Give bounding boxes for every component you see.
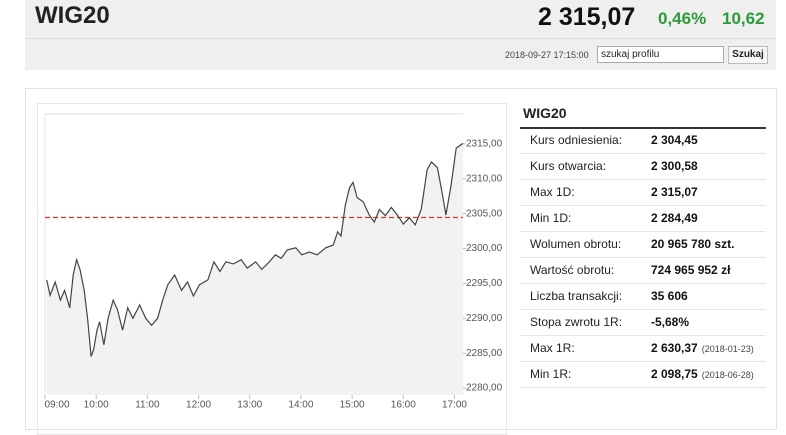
x-tick-label: 17:00: [442, 400, 467, 411]
header-separator: [25, 38, 776, 39]
change-pct: 0,46%: [658, 9, 707, 28]
y-tick-label: 2295,00: [466, 278, 503, 289]
y-tick-label: 2300,00: [466, 243, 503, 254]
stat-label: Min 1R:: [530, 367, 572, 381]
row-separator: [520, 257, 766, 258]
x-tick-label: 10:00: [84, 400, 109, 411]
index-title: WIG20: [35, 2, 110, 29]
stat-label: Wartość obrotu:: [530, 263, 615, 277]
search-input[interactable]: szukaj profilu: [597, 46, 724, 63]
y-tick-label: 2315,00: [466, 139, 503, 150]
x-tick-label: 12:00: [186, 400, 211, 411]
row-separator: [520, 387, 766, 388]
stat-label: Max 1R:: [530, 341, 575, 355]
row-separator: [520, 153, 766, 154]
stats-title: WIG20: [523, 105, 567, 121]
stat-label: Wolumen obrotu:: [530, 237, 622, 251]
x-tick-label: 14:00: [288, 400, 313, 411]
stats-title-underline: [520, 127, 766, 129]
y-tick-label: 2280,00: [466, 383, 503, 394]
row-separator: [520, 231, 766, 232]
stat-label: Stopa zwrotu 1R:: [530, 315, 623, 329]
stat-date: (2018-01-23): [701, 344, 754, 354]
x-tick-label: 16:00: [391, 400, 416, 411]
stat-label: Kurs odniesienia:: [530, 133, 623, 147]
timestamp: 2018-09-27 17:15:00: [505, 50, 589, 60]
stat-value: 2 315,07: [651, 185, 698, 199]
chart: 2280,00 2285,00 2290,00 2295,00 2300,00 2305,…: [44, 113, 503, 411]
row-separator: [520, 179, 766, 180]
page: WIG20 2 315,07 0,46% 10,62 2018-09-27 17…: [25, 0, 777, 435]
y-tick-label: 2310,00: [466, 173, 503, 184]
change: 10,62: [722, 9, 765, 28]
stat-value: 2 304,45: [651, 133, 698, 147]
x-tick-label: 13:00: [237, 400, 262, 411]
search-button[interactable]: Szukaj: [728, 46, 768, 64]
stat-value: -5,68%: [651, 315, 690, 329]
x-tick-label: 15:00: [340, 400, 365, 411]
y-tick-label: 2285,00: [466, 348, 503, 359]
row-separator: [520, 283, 766, 284]
x-tick-label: 09:00: [44, 400, 69, 411]
stat-label: Max 1D:: [530, 185, 575, 199]
row-separator: [520, 335, 766, 336]
price: 2 315,07: [538, 3, 636, 31]
stat-label: Kurs otwarcia:: [530, 159, 607, 173]
stat-value: 2 630,37 (2018-01-23): [651, 341, 754, 355]
y-tick-label: 2290,00: [466, 313, 503, 324]
stat-value: 35 606: [651, 289, 688, 303]
stat-value: 724 965 952 zł: [651, 263, 731, 277]
stat-label: Liczba transakcji:: [530, 289, 623, 303]
y-tick-label: 2305,00: [466, 208, 503, 219]
stat-date: (2018-06-28): [701, 370, 754, 380]
row-separator: [520, 205, 766, 206]
row-separator: [520, 309, 766, 310]
stat-label: Min 1D:: [530, 211, 572, 225]
area: [46, 143, 463, 395]
stat-value: 2 284,49: [651, 211, 698, 225]
stat-value: 2 300,58: [651, 159, 698, 173]
price-line: [46, 142, 464, 357]
stat-value: 20 965 780 szt.: [651, 237, 735, 251]
x-tick-label: 11:00: [135, 400, 160, 411]
stat-value: 2 098,75 (2018-06-28): [651, 367, 754, 381]
row-separator: [520, 361, 766, 362]
